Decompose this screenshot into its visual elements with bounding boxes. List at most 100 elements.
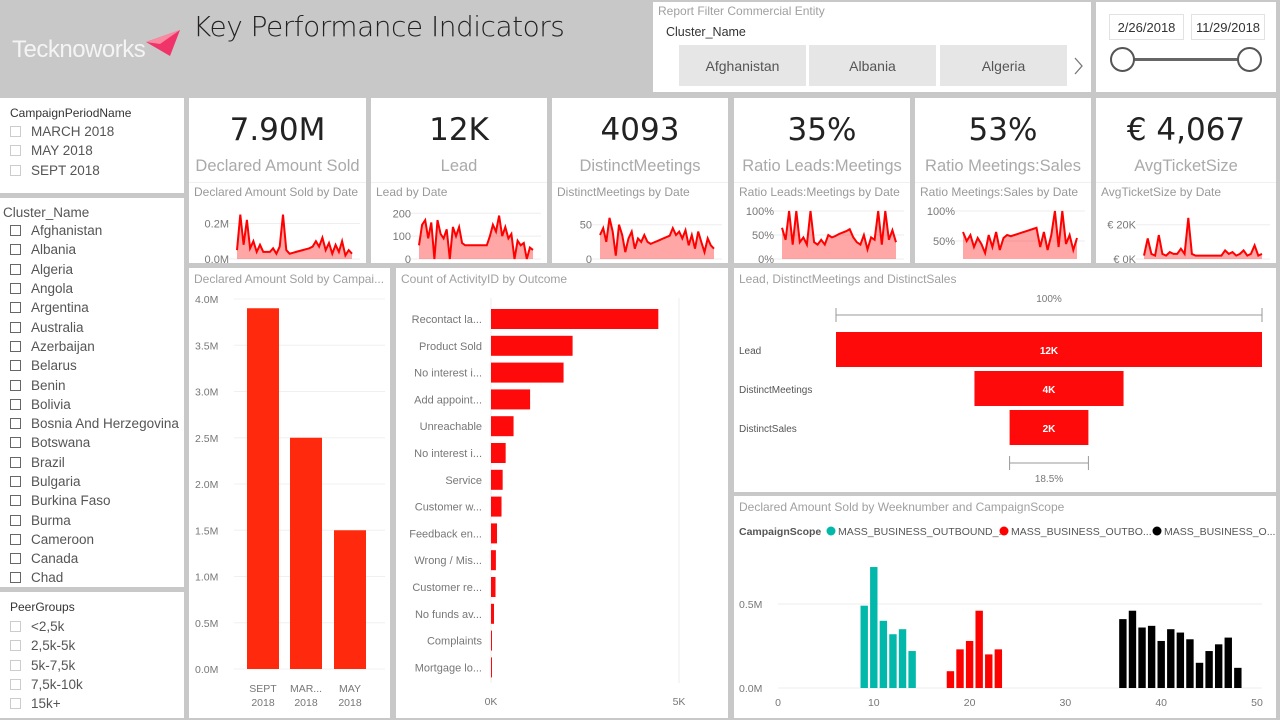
cluster-option[interactable]: Burma bbox=[10, 510, 179, 529]
campaign-period-option[interactable]: MARCH 2018 bbox=[10, 122, 114, 141]
x-tick-label: 10 bbox=[868, 697, 880, 709]
cluster-option[interactable]: Australia bbox=[10, 317, 179, 336]
y-tick-label: Wrong / Mis... bbox=[414, 555, 482, 567]
checkbox-icon[interactable] bbox=[10, 321, 21, 333]
campaign-period-option[interactable]: SEPT 2018 bbox=[10, 161, 114, 180]
checkbox-icon[interactable] bbox=[10, 225, 21, 237]
kpi-card: 7.90M Declared Amount Sold Declared Amou… bbox=[189, 98, 366, 266]
cluster-option[interactable]: Bolivia bbox=[10, 395, 179, 414]
sparkline-title: Declared Amount Sold by Date bbox=[194, 185, 359, 199]
bar bbox=[247, 308, 279, 669]
checkbox-icon[interactable] bbox=[10, 379, 21, 391]
peer-group-option[interactable]: 5k-7,5k bbox=[10, 656, 83, 675]
checkbox-icon[interactable] bbox=[10, 533, 21, 545]
x-tick-label: 2018 bbox=[251, 697, 275, 709]
checkbox-icon[interactable] bbox=[10, 263, 21, 275]
start-date-input[interactable]: 2/26/2018 bbox=[1109, 14, 1184, 40]
legend-title: CampaignScope bbox=[739, 526, 821, 538]
y-tick-label: 0.5M bbox=[739, 599, 762, 611]
checkbox-icon[interactable] bbox=[10, 514, 21, 526]
funnel-bottom-label: 18.5% bbox=[1035, 474, 1063, 485]
cluster-option[interactable]: Afghanistan bbox=[10, 221, 179, 240]
peer-group-option[interactable]: 2,5k-5k bbox=[10, 636, 83, 655]
peer-group-option[interactable]: <2,5k bbox=[10, 617, 83, 636]
bar bbox=[975, 610, 983, 688]
checkbox-icon[interactable] bbox=[10, 553, 21, 565]
cluster-option[interactable]: Bosnia And Herzegovina bbox=[10, 414, 179, 433]
slider-track[interactable] bbox=[1122, 58, 1250, 61]
slider-end-handle[interactable] bbox=[1237, 47, 1262, 72]
bar bbox=[491, 603, 495, 624]
checkbox-icon[interactable] bbox=[10, 659, 21, 671]
bar bbox=[889, 634, 897, 688]
kpi-card: 12K Lead Lead by Date 200 100 0 bbox=[371, 98, 547, 266]
slicer-title: Cluster_Name bbox=[3, 205, 90, 220]
cluster-option[interactable]: Brazil bbox=[10, 453, 179, 472]
slicer-field-label: Cluster_Name bbox=[666, 25, 746, 39]
slider-start-handle[interactable] bbox=[1110, 47, 1135, 72]
y-tick-label: 1.5M bbox=[195, 525, 218, 537]
slicer-button-algeria[interactable]: Algeria bbox=[940, 45, 1067, 86]
checkbox-icon[interactable] bbox=[10, 679, 21, 691]
cluster-option[interactable]: Chad bbox=[10, 568, 179, 587]
slicer-button-albania[interactable]: Albania bbox=[809, 45, 936, 86]
checkbox-icon[interactable] bbox=[10, 360, 21, 372]
checkbox-icon[interactable] bbox=[10, 164, 21, 176]
chevron-right-icon[interactable] bbox=[1073, 56, 1085, 76]
checkbox-icon[interactable] bbox=[10, 572, 21, 584]
y-tick-label: 50% bbox=[752, 230, 774, 242]
bar bbox=[1176, 632, 1185, 688]
checkbox-icon[interactable] bbox=[10, 145, 21, 157]
y-tick-label: 200 bbox=[393, 208, 411, 220]
cluster-option[interactable]: Algeria bbox=[10, 260, 179, 279]
cluster-option[interactable]: Argentina bbox=[10, 298, 179, 317]
checkbox-icon[interactable] bbox=[10, 283, 21, 295]
checkbox-icon[interactable] bbox=[10, 244, 21, 256]
checkbox-icon[interactable] bbox=[10, 437, 21, 449]
y-tick-label: No interest i... bbox=[414, 448, 482, 460]
cluster-option[interactable]: Burkina Faso bbox=[10, 491, 179, 510]
checkbox-icon[interactable] bbox=[10, 621, 21, 633]
checkbox-icon[interactable] bbox=[10, 456, 21, 468]
cluster-option[interactable]: Albania bbox=[10, 240, 179, 259]
end-date-input[interactable]: 11/29/2018 bbox=[1191, 14, 1265, 40]
cluster-option[interactable]: Belarus bbox=[10, 356, 179, 375]
checkbox-icon[interactable] bbox=[10, 398, 21, 410]
cluster-option[interactable]: Bulgaria bbox=[10, 472, 179, 491]
slicer-button-afghanistan[interactable]: Afghanistan bbox=[679, 45, 806, 86]
cluster-option[interactable]: Canada bbox=[10, 549, 179, 568]
checkbox-icon[interactable] bbox=[10, 340, 21, 352]
y-tick-label: Service bbox=[445, 475, 482, 487]
checkbox-icon[interactable] bbox=[10, 418, 21, 430]
sparkline-chart: 50 0 bbox=[580, 217, 722, 266]
sparkline-title: AvgTicketSize by Date bbox=[1101, 185, 1222, 199]
checkbox-icon[interactable] bbox=[10, 640, 21, 652]
cluster-option[interactable]: Cameroon bbox=[10, 530, 179, 549]
sparkline-line bbox=[962, 210, 1078, 257]
kpi-label: Lead bbox=[440, 157, 478, 175]
checkbox-icon[interactable] bbox=[10, 126, 21, 138]
kpi-card: 53% Ratio Meetings:Sales Ratio Meetings:… bbox=[915, 98, 1091, 263]
kpi-label: AvgTicketSize bbox=[1134, 157, 1238, 175]
cluster-option[interactable]: Benin bbox=[10, 375, 179, 394]
funnel-value-label: 4K bbox=[1043, 385, 1057, 396]
peer-group-option[interactable]: 15k+ bbox=[10, 694, 83, 713]
checkbox-icon[interactable] bbox=[10, 302, 21, 314]
bar bbox=[1224, 637, 1232, 688]
cluster-option[interactable]: Angola bbox=[10, 279, 179, 298]
bar bbox=[491, 550, 496, 571]
legend-label: MASS_BUSINESS_O... bbox=[1164, 526, 1275, 538]
slicer-item-label: Algeria bbox=[31, 261, 74, 277]
y-tick-label: Customer re... bbox=[412, 582, 482, 594]
cluster-option[interactable]: Botswana bbox=[10, 433, 179, 452]
checkbox-icon[interactable] bbox=[10, 698, 21, 710]
checkbox-icon[interactable] bbox=[10, 495, 21, 507]
y-tick-label: Recontact la... bbox=[412, 314, 482, 326]
slicer-item-label: 15k+ bbox=[31, 696, 61, 712]
campaign-period-option[interactable]: MAY 2018 bbox=[10, 141, 114, 160]
cluster-option[interactable]: Azerbaijan bbox=[10, 337, 179, 356]
peer-group-option[interactable]: 7,5k-10k bbox=[10, 675, 83, 694]
divider bbox=[915, 182, 1091, 183]
bar bbox=[491, 389, 531, 410]
checkbox-icon[interactable] bbox=[10, 476, 21, 487]
